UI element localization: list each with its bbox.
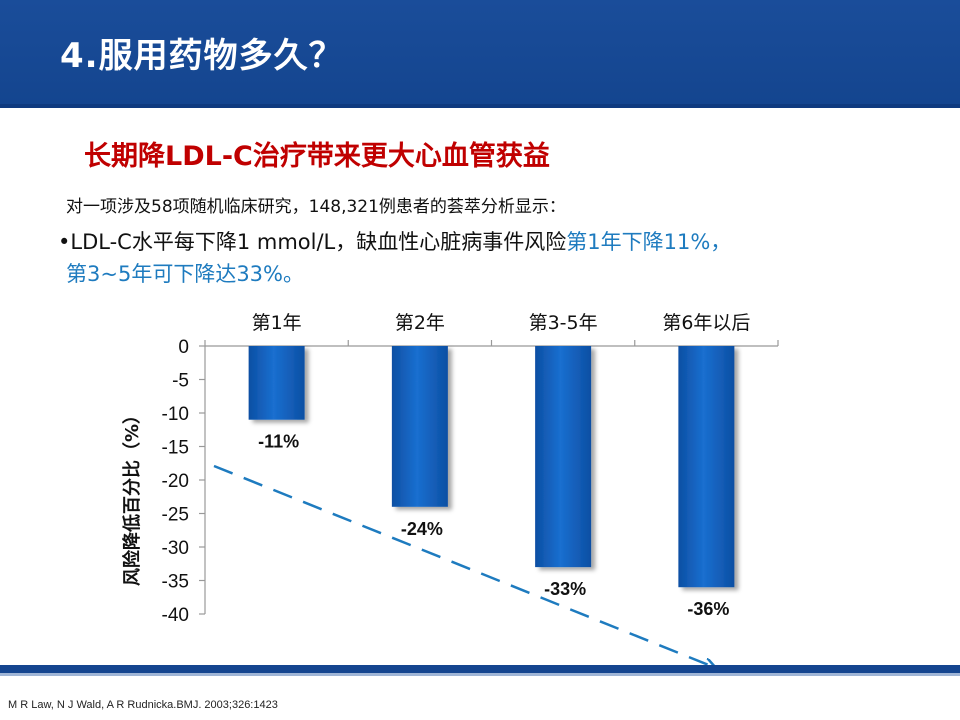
- y-tick-label: -10: [162, 404, 189, 425]
- page-title: 4.服用药物多久？: [60, 36, 344, 76]
- y-tick-label: -30: [162, 538, 189, 559]
- bar: [391, 346, 448, 507]
- category-label: 第1年: [252, 312, 302, 334]
- bar: [248, 346, 305, 420]
- data-label: -24%: [401, 519, 443, 539]
- bullet-line-1: •LDL-C水平每下降1 mmol/L，缺血性心脏病事件风险第1年下降11%，: [58, 226, 731, 256]
- y-tick-label: -20: [162, 471, 189, 492]
- category-label: 第6年以后: [662, 312, 750, 334]
- header-band: [0, 0, 960, 104]
- category-label: 第2年: [395, 312, 445, 334]
- footer-band: [0, 665, 960, 673]
- category-label: 第3-5年: [529, 312, 598, 334]
- citation: M R Law, N J Wald, A R Rudnicka.BMJ. 200…: [8, 699, 278, 711]
- bullet-highlight: 第1年下降11%，: [566, 230, 732, 254]
- bullet-line-2: 第3~5年可下降达33%。: [66, 262, 304, 286]
- intro-text: 对一项涉及58项随机临床研究，148,321例患者的荟萃分析显示：: [66, 197, 566, 217]
- y-axis-label: 风险降低百分比（%）: [121, 406, 143, 586]
- chart-bars: [248, 346, 735, 588]
- y-tick-label: -35: [162, 572, 189, 593]
- header-divider: [0, 104, 960, 108]
- bar: [535, 346, 592, 568]
- chart-labels: 第1年 -11% 第2年 -24% 第3-5年 -33% 第6年以后 -36%: [252, 312, 751, 619]
- bullet-text: •LDL-C水平每下降1 mmol/L，缺血性心脏病事件风险: [58, 230, 567, 254]
- data-label: -11%: [258, 432, 299, 452]
- y-tick-label: -25: [162, 505, 189, 526]
- trend-arrow: [213, 464, 716, 668]
- bar: [678, 346, 735, 588]
- y-tick-label: -15: [162, 438, 189, 459]
- y-tick-label: -5: [172, 371, 189, 392]
- y-tick-label: -40: [162, 605, 189, 626]
- footer-band-accent: [0, 673, 960, 676]
- data-label: -36%: [687, 599, 729, 619]
- slide-subtitle: 长期降LDL-C治疗带来更大心血管获益: [84, 141, 550, 172]
- data-label: -33%: [544, 579, 586, 599]
- y-tick-label: 0: [178, 337, 189, 358]
